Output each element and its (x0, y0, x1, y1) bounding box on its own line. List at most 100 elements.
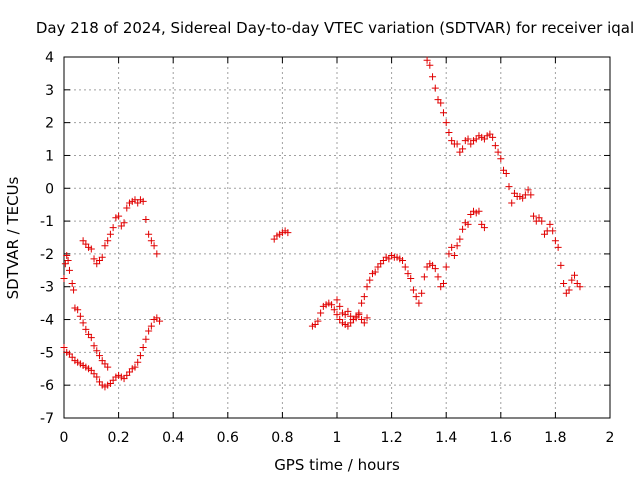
y-tick-label: -4 (40, 313, 54, 329)
data-point (527, 191, 535, 199)
data-point (93, 347, 101, 355)
x-tick-label: 1 (333, 430, 342, 446)
data-point (494, 148, 502, 156)
y-axis-title: SDTVAR / TECUs (4, 176, 22, 299)
data-point (156, 317, 164, 325)
data-point (464, 135, 472, 143)
data-point (360, 319, 368, 327)
data-point (333, 296, 341, 304)
data-point (456, 235, 464, 243)
x-tick-label: 2 (606, 430, 615, 446)
data-point (136, 352, 144, 360)
data-point (363, 283, 371, 291)
data-point (60, 343, 68, 351)
data-point (344, 307, 352, 315)
data-point (445, 250, 453, 258)
data-point (139, 197, 147, 205)
gridlines (64, 57, 610, 418)
data-point (409, 286, 417, 294)
series-satellite-track-1 (60, 314, 164, 391)
chart-title: Day 218 of 2024, Sidereal Day-to-day VTE… (36, 19, 634, 37)
series-satellite-track-3 (79, 196, 161, 268)
series-satellite-track-5 (308, 207, 488, 330)
y-tick-label: 1 (45, 148, 54, 164)
data-point (68, 279, 76, 287)
x-tick-label: 0.2 (107, 430, 129, 446)
data-point (480, 224, 488, 232)
data-point (120, 219, 128, 227)
data-point (565, 286, 573, 294)
data-point (551, 237, 559, 245)
data-point (358, 299, 366, 307)
data-point (366, 276, 374, 284)
data-point (328, 301, 336, 309)
data-point (79, 319, 87, 327)
x-tick-label: 0 (60, 430, 69, 446)
data-point (145, 230, 153, 238)
y-tick-label: 0 (45, 181, 54, 197)
x-tick-label: 0.4 (162, 430, 184, 446)
data-point (508, 199, 516, 207)
y-tick-label: -1 (40, 214, 54, 230)
data-point (412, 293, 420, 301)
data-point (560, 279, 568, 287)
data-point (445, 128, 453, 136)
data-point (453, 140, 461, 148)
x-tick-label: 1.6 (490, 430, 512, 446)
data-point (355, 311, 363, 319)
series-satellite-track-6 (333, 296, 371, 327)
data-point (439, 109, 447, 117)
data-point (363, 314, 371, 322)
series-satellite-track-7 (423, 56, 584, 297)
data-point (448, 243, 456, 251)
data-point (74, 306, 82, 314)
data-point (554, 243, 562, 251)
data-point (401, 263, 409, 271)
data-point (76, 312, 84, 320)
data-point (431, 84, 439, 92)
y-tick-labels: 4 3 2 1 0 -1 -2 -3 -4 -5 -6 -7 (40, 50, 54, 427)
data-point (314, 317, 322, 325)
data-point (63, 252, 71, 260)
y-tick-label: -2 (40, 247, 54, 263)
data-point (434, 273, 442, 281)
data-point (330, 306, 338, 314)
y-tick-label: 4 (45, 50, 54, 66)
data-point (407, 275, 415, 283)
data-point (101, 242, 109, 250)
data-point (104, 237, 112, 245)
data-point (109, 224, 117, 232)
data-point (429, 73, 437, 81)
data-point (142, 335, 150, 343)
data-point (491, 142, 499, 150)
data-point (153, 250, 161, 258)
data-point (95, 352, 103, 360)
data-point (147, 322, 155, 330)
data-point (546, 220, 554, 228)
data-point (150, 242, 158, 250)
data-point (90, 342, 98, 350)
data-point (431, 265, 439, 273)
series-satellite-track-2 (60, 252, 112, 371)
data-point (142, 215, 150, 223)
data-point (538, 217, 546, 225)
y-tick-label: 3 (45, 83, 54, 99)
data-point (505, 183, 513, 191)
data-point (131, 363, 139, 371)
data-point (147, 237, 155, 245)
data-point (442, 263, 450, 271)
data-point (418, 289, 426, 297)
data-point (139, 343, 147, 351)
data-point (426, 61, 434, 69)
data-point (145, 327, 153, 335)
data-point (336, 302, 344, 310)
data-point (399, 256, 407, 264)
y-tick-label: -7 (40, 411, 54, 427)
data-point (123, 204, 131, 212)
data-point (104, 363, 112, 371)
data-point (442, 119, 450, 127)
x-tick-label: 1.2 (380, 430, 402, 446)
data-point (489, 133, 497, 141)
data-point (420, 273, 428, 281)
x-tick-label: 0.8 (271, 430, 293, 446)
